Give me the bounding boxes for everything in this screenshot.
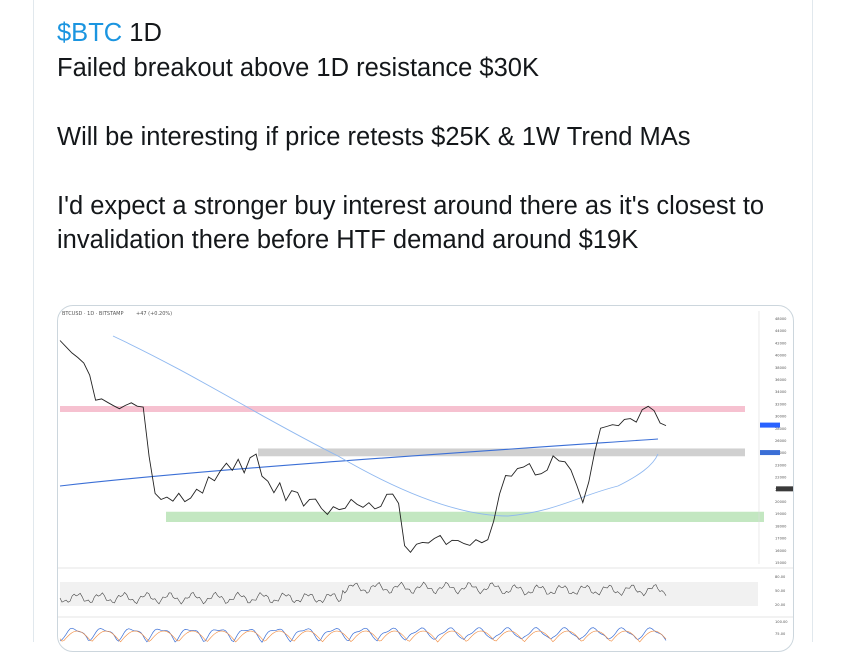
price-axis-tick-label: 36000 <box>775 378 787 382</box>
price-axis-tick-label: 17000 <box>775 537 787 541</box>
price-axis-tick-label: 26000 <box>775 439 787 443</box>
timeframe-text: 1D <box>122 19 162 47</box>
tweet-paragraph-2: Will be interesting if price retests $25… <box>57 122 691 151</box>
price-axis-tick-label: 44000 <box>775 329 787 333</box>
chart-header-change: +47 (+0.20%) <box>136 311 172 317</box>
rsi-axis-tick-label: 50.00 <box>775 589 786 593</box>
resistance-zone <box>60 406 745 412</box>
price-axis-tick-label: 20000 <box>775 500 787 504</box>
ma-price-tag <box>760 450 780 456</box>
stoch-k-line <box>59 627 667 643</box>
stoch-axis-tick-label: 100.00 <box>775 620 788 624</box>
price-axis-tick-label: 34000 <box>775 390 787 394</box>
rsi-band <box>60 582 758 606</box>
zone-price-tag <box>776 486 793 492</box>
tradingview-chart: BTCUSD · 1D · BITSTAMP +47 (+0.20%) 4800… <box>58 311 793 643</box>
price-axis-tick-label: 19000 <box>775 512 787 516</box>
demand-zone <box>166 511 764 522</box>
price-axis-tick-label: 18000 <box>775 524 787 528</box>
tweet-paragraph-3: I'd expect a stronger buy interest aroun… <box>57 191 772 255</box>
price-axis-tick-label: 24000 <box>775 451 787 455</box>
price-axis-tick-label: 38000 <box>775 366 787 370</box>
stoch-axis-tick-label: 75.00 <box>775 632 786 636</box>
price-axis-tick-label: 15000 <box>775 561 787 565</box>
tweet-line-2: Failed breakout above 1D resistance $30K <box>57 53 539 82</box>
price-axis-tick-label: 30000 <box>775 415 787 419</box>
price-axis-tick-label: 16000 <box>775 549 787 553</box>
price-axis-tick-label: 22000 <box>775 476 787 480</box>
retest-zone <box>258 448 745 457</box>
stoch-d-line <box>59 630 667 643</box>
cashtag-link[interactable]: $BTC <box>57 19 123 47</box>
price-axis-tick-label: 28000 <box>775 427 787 431</box>
timeline-border-left <box>33 0 34 642</box>
price-axis-tick-label: 40000 <box>775 354 787 358</box>
last-price-tag <box>760 422 780 428</box>
chart-header-symbol: BTCUSD · 1D · BITSTAMP <box>62 311 123 317</box>
price-axis-tick-label: 23000 <box>775 463 787 467</box>
slow-ma-line <box>112 335 659 517</box>
trend-ma-line <box>59 438 659 487</box>
price-axis-tick-label: 42000 <box>775 341 787 345</box>
rsi-axis-tick-label: 80.00 <box>775 575 786 579</box>
rsi-line <box>59 581 667 605</box>
price-series-line <box>59 340 667 554</box>
rsi-axis-tick-label: 20.00 <box>775 603 786 607</box>
price-axis-tick-label: 32000 <box>775 402 787 406</box>
tweet-text: $BTC 1D Failed breakout above 1D resista… <box>57 16 797 258</box>
timeline-border-right <box>812 0 813 642</box>
chart-image-card[interactable]: BTCUSD · 1D · BITSTAMP +47 (+0.20%) 4800… <box>57 305 794 652</box>
price-axis-tick-label: 48000 <box>775 317 787 321</box>
